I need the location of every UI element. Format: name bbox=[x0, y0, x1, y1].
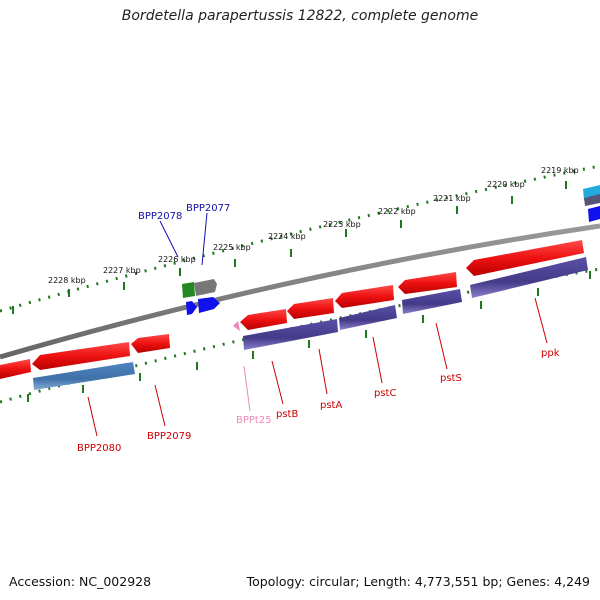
cds-pstB[interactable] bbox=[240, 309, 287, 330]
leader-pstB bbox=[271, 360, 284, 405]
scale-label-2227: 2227 kbp bbox=[103, 266, 141, 275]
upper-scale-track bbox=[0, 164, 600, 313]
trna-BPPt25[interactable] bbox=[233, 321, 240, 331]
upper-major-ticks bbox=[12, 181, 567, 314]
protein-feature-track bbox=[33, 257, 588, 390]
lower-major-ticks bbox=[27, 271, 591, 402]
cds-pstA[interactable] bbox=[287, 298, 334, 319]
gene-blue-small-2[interactable] bbox=[198, 297, 220, 313]
label-BPP2077[interactable]: BPP2077 bbox=[186, 203, 230, 214]
leader-BPP2077 bbox=[201, 212, 208, 266]
leader-BPP2080 bbox=[87, 396, 98, 437]
cds-pstC[interactable] bbox=[335, 285, 394, 308]
cds-ppk[interactable] bbox=[466, 240, 584, 276]
label-pstC[interactable]: pstC bbox=[374, 388, 396, 399]
upper-small-genes bbox=[182, 185, 600, 315]
scale-label-2220: 2220 kbp bbox=[487, 180, 525, 189]
label-BPPt25[interactable]: BPPt25 bbox=[236, 415, 272, 426]
cds-track bbox=[0, 240, 584, 379]
label-ppk[interactable]: ppk bbox=[541, 348, 560, 359]
scale-label-2224: 2224 kbp bbox=[268, 232, 306, 241]
cds-pstS[interactable] bbox=[398, 272, 457, 294]
scale-label-2225: 2225 kbp bbox=[213, 243, 251, 252]
scale-label-2221: 2221 kbp bbox=[433, 194, 471, 203]
leader-pstA bbox=[318, 348, 328, 395]
feature-ppk[interactable] bbox=[470, 257, 588, 298]
leader-pstC bbox=[372, 336, 383, 384]
leader-BPPt25 bbox=[243, 365, 251, 412]
cds-BPP2080[interactable] bbox=[32, 342, 130, 370]
leader-BPP2079 bbox=[154, 384, 166, 427]
genome-backbone bbox=[0, 223, 600, 360]
label-pstB[interactable]: pstB bbox=[276, 409, 298, 420]
gene-blue-small-1[interactable] bbox=[186, 301, 197, 315]
topology-text: Topology: circular; Length: 4,773,551 bp… bbox=[246, 574, 590, 589]
label-BPP2080[interactable]: BPP2080 bbox=[77, 443, 121, 454]
gene-BPP2078-green[interactable] bbox=[182, 282, 195, 298]
feature-pstC[interactable] bbox=[339, 305, 397, 330]
leader-ppk bbox=[534, 297, 548, 344]
label-BPP2079[interactable]: BPP2079 bbox=[147, 431, 191, 442]
cds-left-edge[interactable] bbox=[0, 359, 31, 379]
scale-label-2226: 2226 kbp bbox=[158, 255, 196, 264]
leader-BPP2078 bbox=[159, 220, 179, 258]
gene-BPP2077-grey[interactable] bbox=[194, 279, 217, 296]
map-title: Bordetella parapertussis 12822, complete… bbox=[121, 8, 479, 24]
feature-pstS[interactable] bbox=[402, 289, 462, 314]
label-pstA[interactable]: pstA bbox=[320, 400, 342, 411]
feature-pstB-pstA[interactable] bbox=[243, 319, 338, 350]
gene-blue-right[interactable] bbox=[588, 206, 600, 222]
scale-label-2228: 2228 kbp bbox=[48, 276, 86, 285]
gene-grey-right[interactable] bbox=[584, 194, 600, 206]
scale-label-2222: 2222 kbp bbox=[378, 207, 416, 216]
scale-label-2223: 2223 kbp bbox=[323, 220, 361, 229]
label-leaders bbox=[87, 212, 548, 437]
accession-text: Accession: NC_002928 bbox=[9, 574, 152, 589]
label-BPP2078[interactable]: BPP2078 bbox=[138, 211, 182, 222]
label-pstS[interactable]: pstS bbox=[440, 373, 462, 384]
leader-pstS bbox=[435, 322, 448, 370]
feature-BPP2080[interactable] bbox=[33, 362, 135, 390]
cds-BPP2079[interactable] bbox=[131, 334, 170, 353]
scale-label-2219: 2219 kbp bbox=[541, 166, 579, 175]
